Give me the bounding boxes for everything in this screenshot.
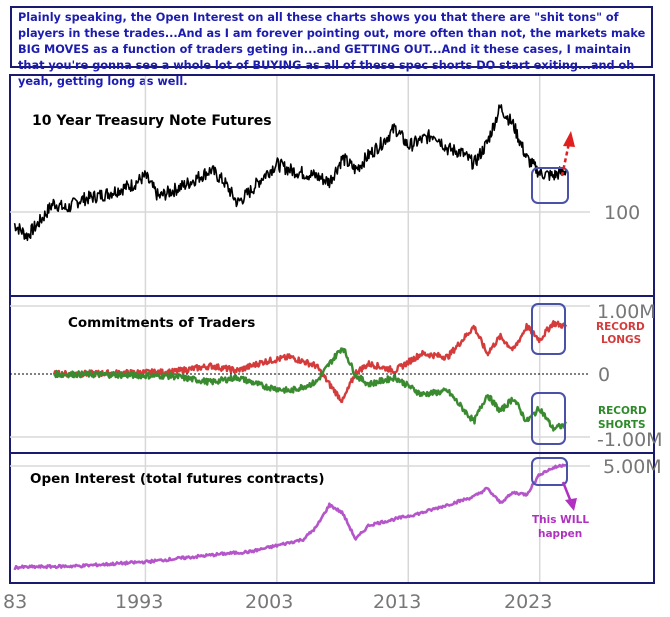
oi-down-arrow-head — [565, 498, 577, 511]
record-longs-label-line2: LONGS — [601, 334, 641, 346]
price-highlight-box — [531, 167, 569, 204]
price-panel-frame — [9, 74, 655, 297]
record-longs-label-line1: RECORD — [596, 321, 645, 333]
shorts-series-line — [53, 347, 567, 432]
this-will-happen-line1: This WILL — [532, 514, 589, 526]
shorts-highlight-box — [531, 392, 566, 445]
cot-tick-label-bottom: -1.00M — [597, 429, 663, 451]
cot-chart-title: Commitments of Traders — [68, 315, 255, 331]
oi-tick-label-5m: 5.00M — [603, 456, 662, 478]
this-will-happen-line2: happen — [538, 528, 582, 540]
cot-tick-label-top: 1.00M — [597, 301, 656, 323]
oi-down-arrow-shaft — [561, 481, 573, 503]
longs-highlight-box — [531, 303, 566, 355]
longs-series-line — [52, 320, 568, 404]
oi-chart-title: Open Interest (total futures contracts) — [30, 471, 325, 487]
x-tick-label-83: 83 — [3, 591, 27, 613]
x-tick-label-2003: 2003 — [245, 591, 293, 613]
record-shorts-label-line2: SHORTS — [598, 419, 646, 431]
record-shorts-label-line1: RECORD — [598, 405, 647, 417]
price-up-arrow-shaft — [560, 142, 571, 177]
oi-highlight-box — [531, 457, 568, 486]
price-chart-title: 10 Year Treasury Note Futures — [32, 113, 272, 129]
x-tick-label-1993: 1993 — [115, 591, 163, 613]
open-interest-series-line — [13, 463, 567, 571]
oi-panel-frame — [9, 452, 655, 584]
price-up-arrow-head — [563, 131, 575, 147]
price-series-line — [13, 104, 567, 242]
x-tick-label-2013: 2013 — [373, 591, 421, 613]
cot-tick-label-zero: 0 — [598, 364, 610, 386]
price-tick-label-100: 100 — [604, 202, 640, 224]
x-tick-label-2023: 2023 — [504, 591, 552, 613]
